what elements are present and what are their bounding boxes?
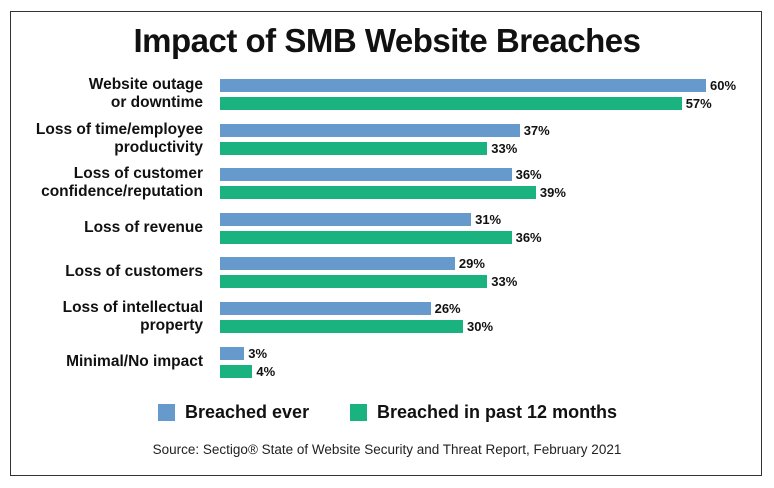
category-label-line: or downtime <box>110 94 203 111</box>
category-label-line: Loss of revenue <box>84 218 203 236</box>
chart-frame <box>10 11 762 476</box>
legend-item-breached-ever: Breached ever <box>158 402 309 423</box>
bar <box>220 364 253 378</box>
legend-swatch <box>350 404 367 421</box>
data-label: 29% <box>458 256 485 272</box>
category-label: Website outage or downtime <box>3 76 203 112</box>
category-label-line: Loss of customer <box>73 165 203 183</box>
bar <box>220 257 455 271</box>
category-label-line: Loss of intellectual <box>62 299 203 316</box>
data-label: 33% <box>491 140 518 156</box>
bar <box>220 186 536 200</box>
bar <box>220 320 463 333</box>
category-label-line: productivity <box>114 138 203 156</box>
category-label: Minimal/No impact <box>3 353 203 371</box>
legend-label: Breached in past 12 months <box>377 402 618 422</box>
category-label-line: confidence/reputation <box>41 183 203 201</box>
bar <box>220 275 488 289</box>
bar <box>220 230 512 244</box>
data-label: 37% <box>523 122 550 138</box>
bar <box>220 97 682 110</box>
bar <box>220 79 706 92</box>
category-label: Loss of time/employee productivity <box>3 121 203 157</box>
bar <box>220 141 488 155</box>
legend-item-breached-12-months: Breached in past 12 months <box>350 402 617 423</box>
legend-label: Breached ever <box>185 402 310 422</box>
category-label-line: Website outage <box>88 76 203 93</box>
category-label: Loss of intellectual property <box>3 299 203 335</box>
bar <box>220 168 512 182</box>
bar <box>220 346 245 360</box>
bar <box>220 302 431 315</box>
category-label-line: Loss of time/employee <box>35 120 203 138</box>
data-label: 30% <box>467 319 494 334</box>
bar <box>220 212 472 226</box>
category-label: Loss of revenue <box>3 219 203 237</box>
source-note: Source: Sectigo® State of Website Securi… <box>152 442 622 457</box>
data-label: 57% <box>685 96 712 111</box>
category-label-line: Minimal/No impact <box>66 352 203 370</box>
data-label: 39% <box>539 185 566 201</box>
category-label-line: Loss of customers <box>65 263 203 281</box>
data-label: 26% <box>434 301 461 316</box>
data-label: 4% <box>256 363 276 379</box>
data-label: 3% <box>248 345 268 361</box>
chart-title: Impact of SMB Website Breaches <box>133 22 641 59</box>
legend-swatch <box>158 404 175 421</box>
category-label: Loss of customers <box>3 263 203 281</box>
data-label: 31% <box>475 211 502 227</box>
data-label: 33% <box>491 274 518 290</box>
data-label: 36% <box>515 229 542 245</box>
data-label: 36% <box>515 167 542 183</box>
data-label: 60% <box>710 78 737 93</box>
category-label-line: property <box>140 317 203 334</box>
bar <box>220 123 520 137</box>
category-label: Loss of customer confidence/reputation <box>3 165 203 201</box>
